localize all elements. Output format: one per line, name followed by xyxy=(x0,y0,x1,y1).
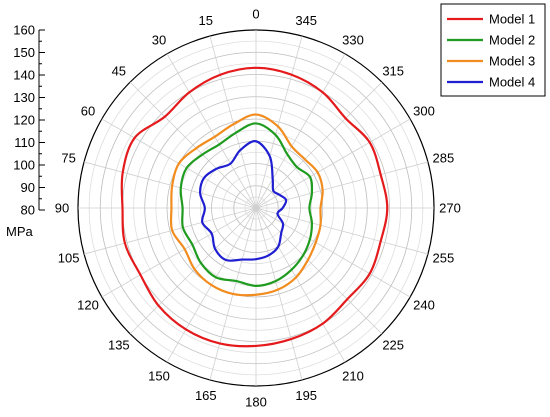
angle-label: 105 xyxy=(58,251,80,266)
radial-axis-tick-label: 100 xyxy=(13,158,35,173)
polar-grid xyxy=(77,29,435,387)
grid-spoke xyxy=(255,35,303,209)
grid-spoke xyxy=(209,35,257,209)
angle-label: 180 xyxy=(245,395,267,410)
grid-spoke xyxy=(255,118,411,209)
angle-label: 45 xyxy=(112,63,126,78)
grid-spoke xyxy=(166,53,257,209)
radial-axis: 80 90 100 110 120 130 140 150 160 MPa xyxy=(6,23,45,239)
radial-axis-tick-label: 90 xyxy=(21,180,35,195)
angle-label: 195 xyxy=(295,388,317,403)
angle-label: 285 xyxy=(433,150,455,165)
radial-axis-tick-label: 110 xyxy=(14,135,35,150)
angle-label: 150 xyxy=(148,369,170,384)
grid-spoke xyxy=(83,161,257,209)
angle-label: 240 xyxy=(413,298,435,313)
series-line-model-2 xyxy=(179,122,314,287)
grid-spoke xyxy=(83,207,257,255)
grid-spoke xyxy=(255,161,429,209)
angle-label: 300 xyxy=(413,104,435,119)
angle-label: 210 xyxy=(342,369,364,384)
grid-spoke xyxy=(255,207,383,335)
grid-spoke xyxy=(129,81,257,209)
radial-axis-tick-label: 140 xyxy=(13,68,35,83)
series-line-model-3 xyxy=(169,113,324,297)
angle-label: 90 xyxy=(55,201,69,216)
grid-spoke xyxy=(255,81,383,209)
legend-label: Model 4 xyxy=(489,75,535,90)
angle-label: 330 xyxy=(342,32,364,47)
grid-spoke xyxy=(255,207,303,381)
angle-label: 255 xyxy=(433,251,455,266)
radial-axis-tick-label: 150 xyxy=(13,45,35,60)
angle-label: 315 xyxy=(382,63,404,78)
angle-label: 345 xyxy=(295,13,317,28)
legend-label: Model 1 xyxy=(489,12,535,27)
angle-label: 270 xyxy=(439,201,461,216)
radial-axis-tick-label: 130 xyxy=(13,90,35,105)
series-line-model-4 xyxy=(199,140,288,262)
grid-spoke xyxy=(129,207,257,335)
radial-axis-unit: MPa xyxy=(6,224,34,239)
angle-label: 0 xyxy=(252,7,259,22)
angle-label: 60 xyxy=(81,104,95,119)
angle-label: 135 xyxy=(108,338,130,353)
legend-label: Model 2 xyxy=(489,33,535,48)
angle-label: 75 xyxy=(61,150,75,165)
series-lines xyxy=(120,66,389,348)
radial-axis-tick-label: 120 xyxy=(13,113,35,128)
angle-label: 165 xyxy=(195,388,217,403)
series-line-model-1 xyxy=(120,66,389,348)
radial-axis-tick-label: 160 xyxy=(13,23,35,38)
grid-spoke xyxy=(101,207,257,298)
grid-spoke xyxy=(255,207,346,363)
angle-label: 15 xyxy=(199,13,213,28)
angle-labels: 0 15 30 45 60 75 90 105 120 135 150 165 180 195 210 225… xyxy=(55,7,461,410)
legend-label: Model 3 xyxy=(489,54,535,69)
angle-label: 120 xyxy=(77,298,99,313)
grid-spoke xyxy=(255,207,429,255)
angle-label: 225 xyxy=(382,338,404,353)
legend: Model 1 Model 2 Model 3 Model 4 xyxy=(440,3,546,97)
radial-axis-tick-label: 80 xyxy=(21,203,35,218)
angle-label: 30 xyxy=(152,32,166,47)
grid-spoke xyxy=(255,53,346,209)
